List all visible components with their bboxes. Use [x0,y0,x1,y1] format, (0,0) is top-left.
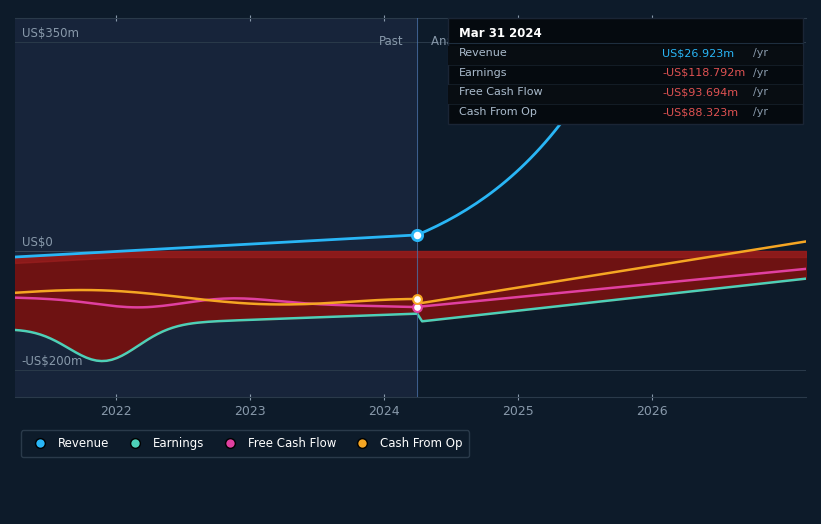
Text: Revenue: Revenue [459,48,507,58]
Legend: Revenue, Earnings, Free Cash Flow, Cash From Op: Revenue, Earnings, Free Cash Flow, Cash … [21,430,470,457]
Text: Mar 31 2024: Mar 31 2024 [459,27,542,40]
FancyBboxPatch shape [448,46,803,64]
Text: /yr: /yr [753,48,768,58]
Text: -US$200m: -US$200m [21,355,83,368]
Text: US$0: US$0 [21,236,53,249]
Text: -US$93.694m: -US$93.694m [662,88,738,97]
Point [410,303,424,311]
Text: US$26.923m: US$26.923m [662,48,734,58]
Text: -US$88.323m: -US$88.323m [662,107,738,117]
Text: -US$118.792m: -US$118.792m [662,68,745,78]
Text: /yr: /yr [753,88,768,97]
Text: Free Cash Flow: Free Cash Flow [459,88,543,97]
Bar [417,18,806,397]
FancyBboxPatch shape [448,85,803,104]
Text: US$350m: US$350m [21,27,79,40]
Text: Past: Past [379,35,404,48]
Point [410,295,424,303]
Text: Analysts Forecasts: Analysts Forecasts [430,35,540,48]
Bar [15,18,417,397]
Text: Earnings: Earnings [459,68,507,78]
FancyBboxPatch shape [448,18,803,125]
Text: Cash From Op: Cash From Op [459,107,537,117]
Point [410,231,424,239]
Text: /yr: /yr [753,107,768,117]
Text: /yr: /yr [753,68,768,78]
